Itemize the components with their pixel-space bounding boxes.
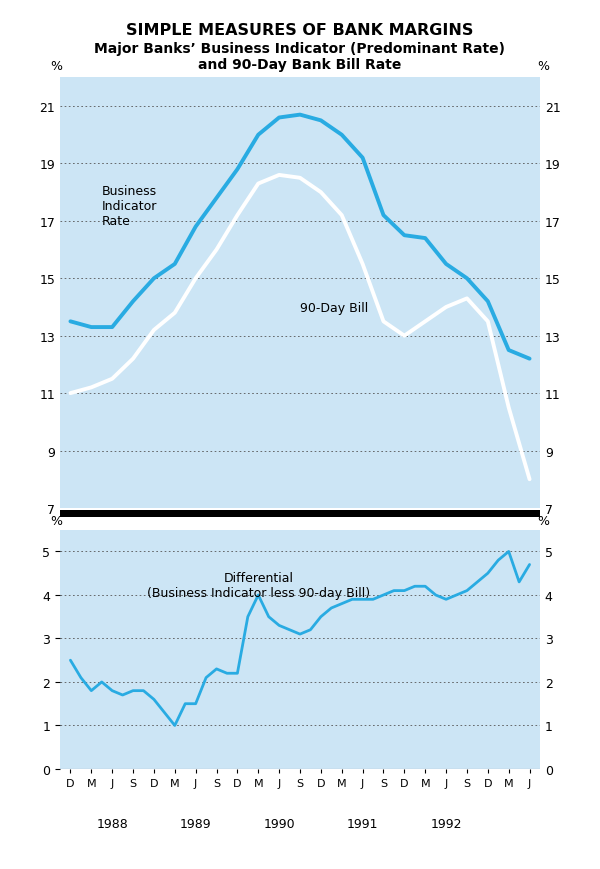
Text: Major Banks’ Business Indicator (Predominant Rate)
and 90-Day Bank Bill Rate: Major Banks’ Business Indicator (Predomi… <box>95 42 505 72</box>
Text: %: % <box>50 60 62 73</box>
Text: %: % <box>538 60 550 73</box>
Text: 1988: 1988 <box>96 817 128 830</box>
Text: 1991: 1991 <box>347 817 379 830</box>
Text: %: % <box>538 514 550 527</box>
Text: Business
Indicator
Rate: Business Indicator Rate <box>102 184 157 228</box>
Text: 1992: 1992 <box>430 817 462 830</box>
Text: 90-Day Bill: 90-Day Bill <box>300 302 368 315</box>
Text: SIMPLE MEASURES OF BANK MARGINS: SIMPLE MEASURES OF BANK MARGINS <box>127 23 473 37</box>
Text: 1990: 1990 <box>263 817 295 830</box>
Text: 1989: 1989 <box>180 817 211 830</box>
Text: %: % <box>50 514 62 527</box>
Text: Differential
(Business Indicator less 90-day Bill): Differential (Business Indicator less 90… <box>146 572 370 600</box>
